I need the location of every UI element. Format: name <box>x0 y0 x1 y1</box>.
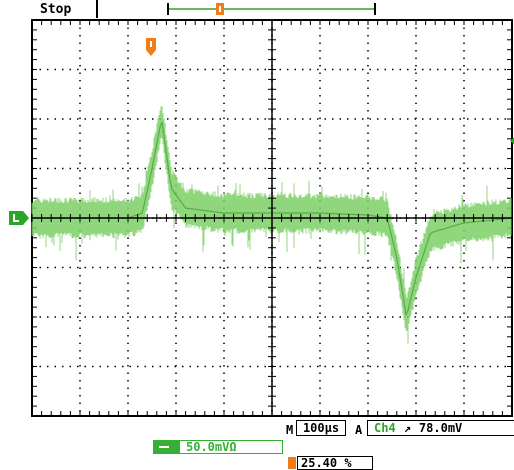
trigger-position-badge-icon <box>288 457 296 469</box>
waveform-display <box>30 18 514 418</box>
trigger-readout[interactable]: Ch4 ↗ 78.0mV <box>367 420 514 436</box>
trigger-level-value: 78.0mV <box>418 421 463 435</box>
trigger-source: Ch4 <box>374 421 396 435</box>
trigger-label: A <box>355 423 363 437</box>
center-axes <box>31 19 513 417</box>
trigger-marker-glyph <box>150 41 152 47</box>
record-bracket <box>146 3 376 56</box>
timebase-label: M <box>286 423 294 437</box>
trigger-slope-icon: ↗ <box>403 421 411 435</box>
waveform-trace <box>31 106 513 344</box>
channel-ground-marker-icon[interactable] <box>9 210 29 226</box>
timebase-readout[interactable]: 100µs <box>296 420 346 436</box>
trigger-position-marker-icon <box>146 38 156 56</box>
channel-badge-icon <box>153 440 179 454</box>
waveform-graticule <box>31 19 514 417</box>
acquisition-status: Stop <box>40 2 72 17</box>
trigger-position-readout[interactable]: 25.40 % <box>297 456 373 470</box>
trigger-level-arrow-icon <box>510 137 514 145</box>
record-position-marker-icon <box>216 3 224 15</box>
frame-ticks <box>31 19 513 417</box>
trigger-marker-point <box>146 50 156 56</box>
status-divider <box>96 0 98 18</box>
record-position-marker-glyph <box>219 6 221 12</box>
channel-scale-readout[interactable]: 50.0mVΩ <box>179 440 283 454</box>
